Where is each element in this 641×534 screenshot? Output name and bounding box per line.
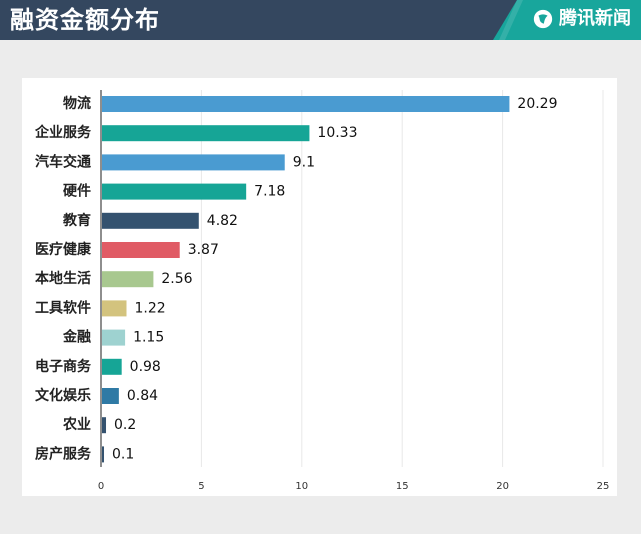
chart-panel: 物流 20.29 企业服务 10.33 汽车交通 9.1 硬件 7.18 教育 4.82 医疗健康 3… (22, 78, 617, 496)
category-label: 医疗健康 (35, 241, 92, 258)
value-label: 0.2 (114, 417, 136, 433)
bar-12 (102, 446, 105, 463)
category-label: 工具软件 (35, 299, 91, 316)
x-tick-label: 5 (198, 481, 204, 492)
bar-9 (102, 358, 122, 375)
x-tick-label: 25 (597, 481, 610, 492)
x-tick-label: 0 (98, 481, 104, 492)
category-label: 物流 (63, 95, 91, 112)
value-label: 1.15 (133, 330, 164, 346)
category-label: 企业服务 (34, 124, 92, 141)
category-label: 金融 (62, 329, 91, 346)
value-label: 2.56 (161, 271, 192, 287)
value-label: 1.22 (134, 300, 165, 316)
brand-logo: 腾讯新闻 (532, 7, 631, 31)
value-label: 9.1 (293, 154, 315, 170)
value-label: 3.87 (188, 242, 219, 258)
bar-0 (102, 96, 510, 112)
value-label: 10.33 (317, 125, 357, 141)
bar-7 (102, 300, 127, 317)
page-title: 融资金额分布 (10, 6, 160, 34)
bar-1 (102, 125, 310, 142)
category-label: 汽车交通 (35, 153, 91, 170)
bar-6 (102, 271, 154, 288)
value-label: 4.82 (207, 213, 238, 229)
category-label: 本地生活 (35, 270, 91, 287)
category-label: 教育 (63, 212, 91, 229)
category-label: 农业 (62, 416, 91, 433)
financing-bar-chart: 物流 20.29 企业服务 10.33 汽车交通 9.1 硬件 7.18 教育 4.82 医疗健康 3… (34, 90, 610, 492)
category-label: 文化娱乐 (35, 387, 91, 404)
tencent-news-logo-icon (533, 9, 553, 29)
bar-3 (102, 183, 247, 200)
category-label: 房产服务 (35, 445, 92, 462)
bar-10 (102, 388, 119, 404)
category-label: 电子商务 (35, 358, 92, 375)
value-label: 0.1 (112, 446, 134, 462)
x-tick-label: 15 (396, 481, 409, 492)
value-label: 0.98 (130, 359, 161, 375)
category-label: 硬件 (63, 183, 91, 200)
bar-2 (102, 154, 285, 171)
brand-band: 腾讯新闻 (493, 0, 641, 40)
value-label: 7.18 (254, 184, 285, 200)
bar-4 (102, 212, 199, 229)
value-label: 20.29 (517, 96, 557, 112)
x-tick-label: 20 (496, 481, 509, 492)
brand-text: 腾讯新闻 (559, 8, 631, 29)
x-tick-label: 10 (295, 481, 308, 492)
value-label: 0.84 (127, 388, 158, 404)
header-bar: 融资金额分布 腾讯新闻 (0, 0, 641, 40)
bar-5 (102, 242, 180, 258)
bar-8 (102, 329, 126, 346)
bar-11 (102, 417, 107, 434)
